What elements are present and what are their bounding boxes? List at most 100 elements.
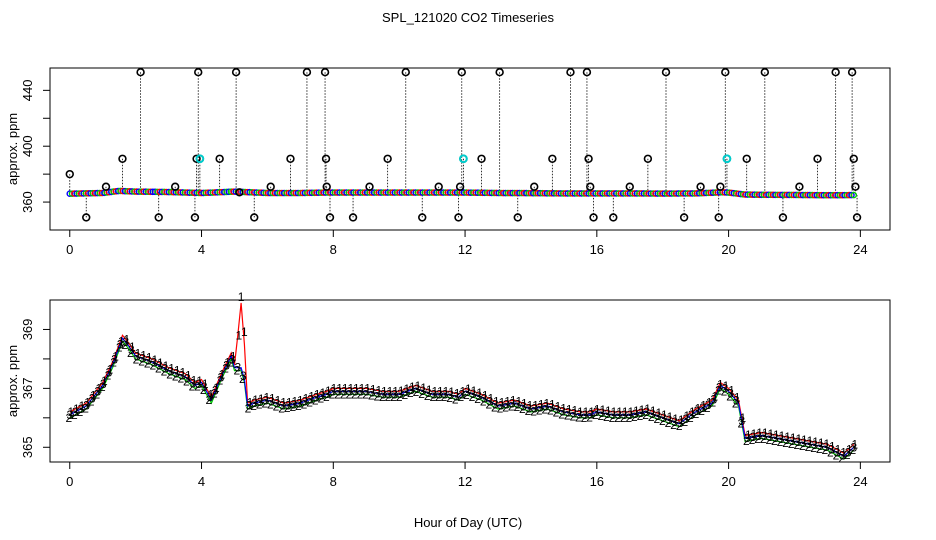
bottom-series-glyph-3: 3	[744, 431, 751, 445]
bottom-series-glyph-3: 3	[122, 335, 129, 349]
top-outlier-point	[65, 169, 74, 179]
bottom-series-glyph-1: 1	[258, 392, 265, 406]
top-outlier-point	[513, 213, 522, 222]
bottom-series-glyph-3: 3	[335, 384, 342, 398]
top-x-tick-label: 16	[590, 242, 604, 257]
bottom-series-glyph-1: 1	[448, 385, 455, 399]
bottom-series-glyph-2: 2	[239, 372, 246, 386]
bottom-series-glyph-3: 3	[274, 397, 281, 411]
bottom-series-glyph-2: 2	[614, 411, 621, 425]
top-y-axis: 360 400 440	[20, 79, 50, 213]
top-outlier-point	[101, 182, 111, 191]
bottom-series-glyph-3: 3	[514, 397, 521, 411]
bottom-series-glyph-2: 2	[127, 346, 134, 360]
top-x-axis: 0 4 8 12 16 20 24	[66, 230, 868, 257]
bottom-series-glyph-3: 3	[397, 387, 404, 401]
bottom-series-glyph-1: 1	[846, 442, 853, 456]
bottom-series-glyph-1: 1	[297, 393, 304, 407]
bottom-series-glyph-1: 1	[224, 356, 231, 370]
bottom-series-glyph-1: 1	[605, 404, 612, 418]
bottom-series-glyph-1: 1	[465, 382, 472, 396]
bottom-series-glyph-2: 2	[698, 404, 705, 418]
bottom-series-glyph-2: 2	[749, 433, 756, 447]
bottom-series-glyph-1: 1	[140, 349, 147, 363]
bottom-series-glyph-2: 2	[743, 434, 750, 448]
top-outlier-point	[495, 67, 504, 77]
top-outlier-point	[348, 213, 358, 222]
bottom-series-line-3	[69, 337, 855, 457]
bottom-series-glyph-2: 2	[805, 440, 812, 454]
bottom-series-glyph-1: 1	[678, 413, 685, 427]
bottom-series-glyph-1: 1	[807, 434, 814, 448]
bottom-series-glyph-3: 3	[184, 372, 191, 386]
bottom-series-glyph-3: 3	[106, 365, 113, 379]
bottom-series-glyph-2: 2	[721, 385, 728, 399]
bottom-series-glyph-3: 3	[173, 366, 180, 380]
top-outlier-point	[118, 154, 127, 163]
bottom-series-glyph-1: 1	[689, 405, 696, 419]
bottom-series-glyph-3: 3	[850, 440, 857, 454]
bottom-series-glyph-2: 2	[833, 448, 840, 462]
bottom-series-glyph-1: 1	[342, 381, 349, 395]
bottom-series-glyph-2: 2	[754, 432, 761, 446]
bottom-series-glyph-1: 1	[795, 432, 802, 446]
bottom-series-glyph-2: 2	[581, 411, 588, 425]
bottom-series-glyph-2: 2	[144, 356, 151, 370]
bottom-series-glyph-1: 1	[213, 381, 220, 395]
bottom-series-glyph-1: 1	[644, 402, 651, 416]
bottom-series-glyph-3: 3	[425, 386, 432, 400]
bottom-series-glyph-2: 2	[586, 411, 593, 425]
bottom-series-glyph-3: 3	[358, 384, 365, 398]
bottom-series-glyph-2: 2	[401, 388, 408, 402]
bottom-plot-frame	[49, 299, 891, 463]
bottom-series-glyph-3: 3	[414, 382, 421, 396]
bottom-series-glyph-1: 1	[695, 401, 702, 415]
bottom-series-glyph-2: 2	[642, 408, 649, 422]
bottom-series-glyph-1: 1	[767, 427, 774, 441]
bottom-series-glyph-1: 1	[235, 328, 242, 342]
bottom-series-glyph-3: 3	[481, 392, 488, 406]
top-x-tick-label: 8	[330, 242, 337, 257]
top-y-axis-label: approx. ppm	[5, 113, 20, 185]
bottom-series-glyph-2: 2	[665, 416, 672, 430]
bottom-series-glyph-3: 3	[716, 381, 723, 395]
bottom-series-glyph-2: 2	[553, 405, 560, 419]
bottom-series-glyph-1: 1	[336, 381, 343, 395]
bottom-x-tick-label: 12	[458, 474, 472, 489]
top-panel: 360 400 440 0 4 8 12 16 20 24 approx. ppm	[5, 67, 891, 257]
top-outlier-point	[609, 213, 618, 222]
bottom-series-glyph-3: 3	[453, 390, 460, 404]
bottom-series-glyph-1: 1	[471, 384, 478, 398]
bottom-series-glyph-1: 1	[280, 396, 287, 410]
bottom-series-glyph-1: 1	[823, 437, 830, 451]
bottom-series-glyph-2: 2	[547, 403, 554, 417]
top-outlier-point	[813, 154, 822, 163]
bottom-series-glyph-1: 1	[123, 332, 130, 346]
top-outlier-point	[154, 213, 163, 222]
bottom-series-glyph-3: 3	[145, 353, 152, 367]
top-y-tick-label: 360	[20, 191, 35, 213]
bottom-series-glyph-1: 1	[454, 387, 461, 401]
top-outlier-point	[286, 154, 295, 163]
top-outlier-point	[625, 182, 634, 191]
bottom-series-glyph-3: 3	[386, 387, 393, 401]
bottom-series-glyph-3: 3	[391, 387, 398, 401]
bottom-series-glyph-2: 2	[844, 448, 851, 462]
bottom-series-glyph-1: 1	[196, 374, 203, 388]
bottom-series-glyph-1: 1	[370, 382, 377, 396]
bottom-series-glyph-2: 2	[323, 390, 330, 404]
bottom-series-glyph-2: 2	[704, 401, 711, 415]
bottom-series-glyph-1: 1	[622, 405, 629, 419]
top-outlier-point	[434, 182, 443, 191]
top-y-tick-label: 400	[20, 135, 35, 157]
bottom-series-glyph-2: 2	[480, 395, 487, 409]
bottom-series-glyph-3: 3	[654, 409, 661, 423]
bottom-series-glyph-1: 1	[476, 386, 483, 400]
top-outlier-point	[778, 213, 788, 222]
bottom-series-glyph-1: 1	[185, 369, 192, 383]
bottom-series-glyph-3: 3	[195, 377, 202, 391]
bottom-series-glyph-2: 2	[681, 415, 688, 429]
bottom-series-glyph-3: 3	[302, 394, 309, 408]
bottom-series-glyph-2: 2	[469, 390, 476, 404]
bottom-series-glyph-1: 1	[739, 411, 746, 425]
